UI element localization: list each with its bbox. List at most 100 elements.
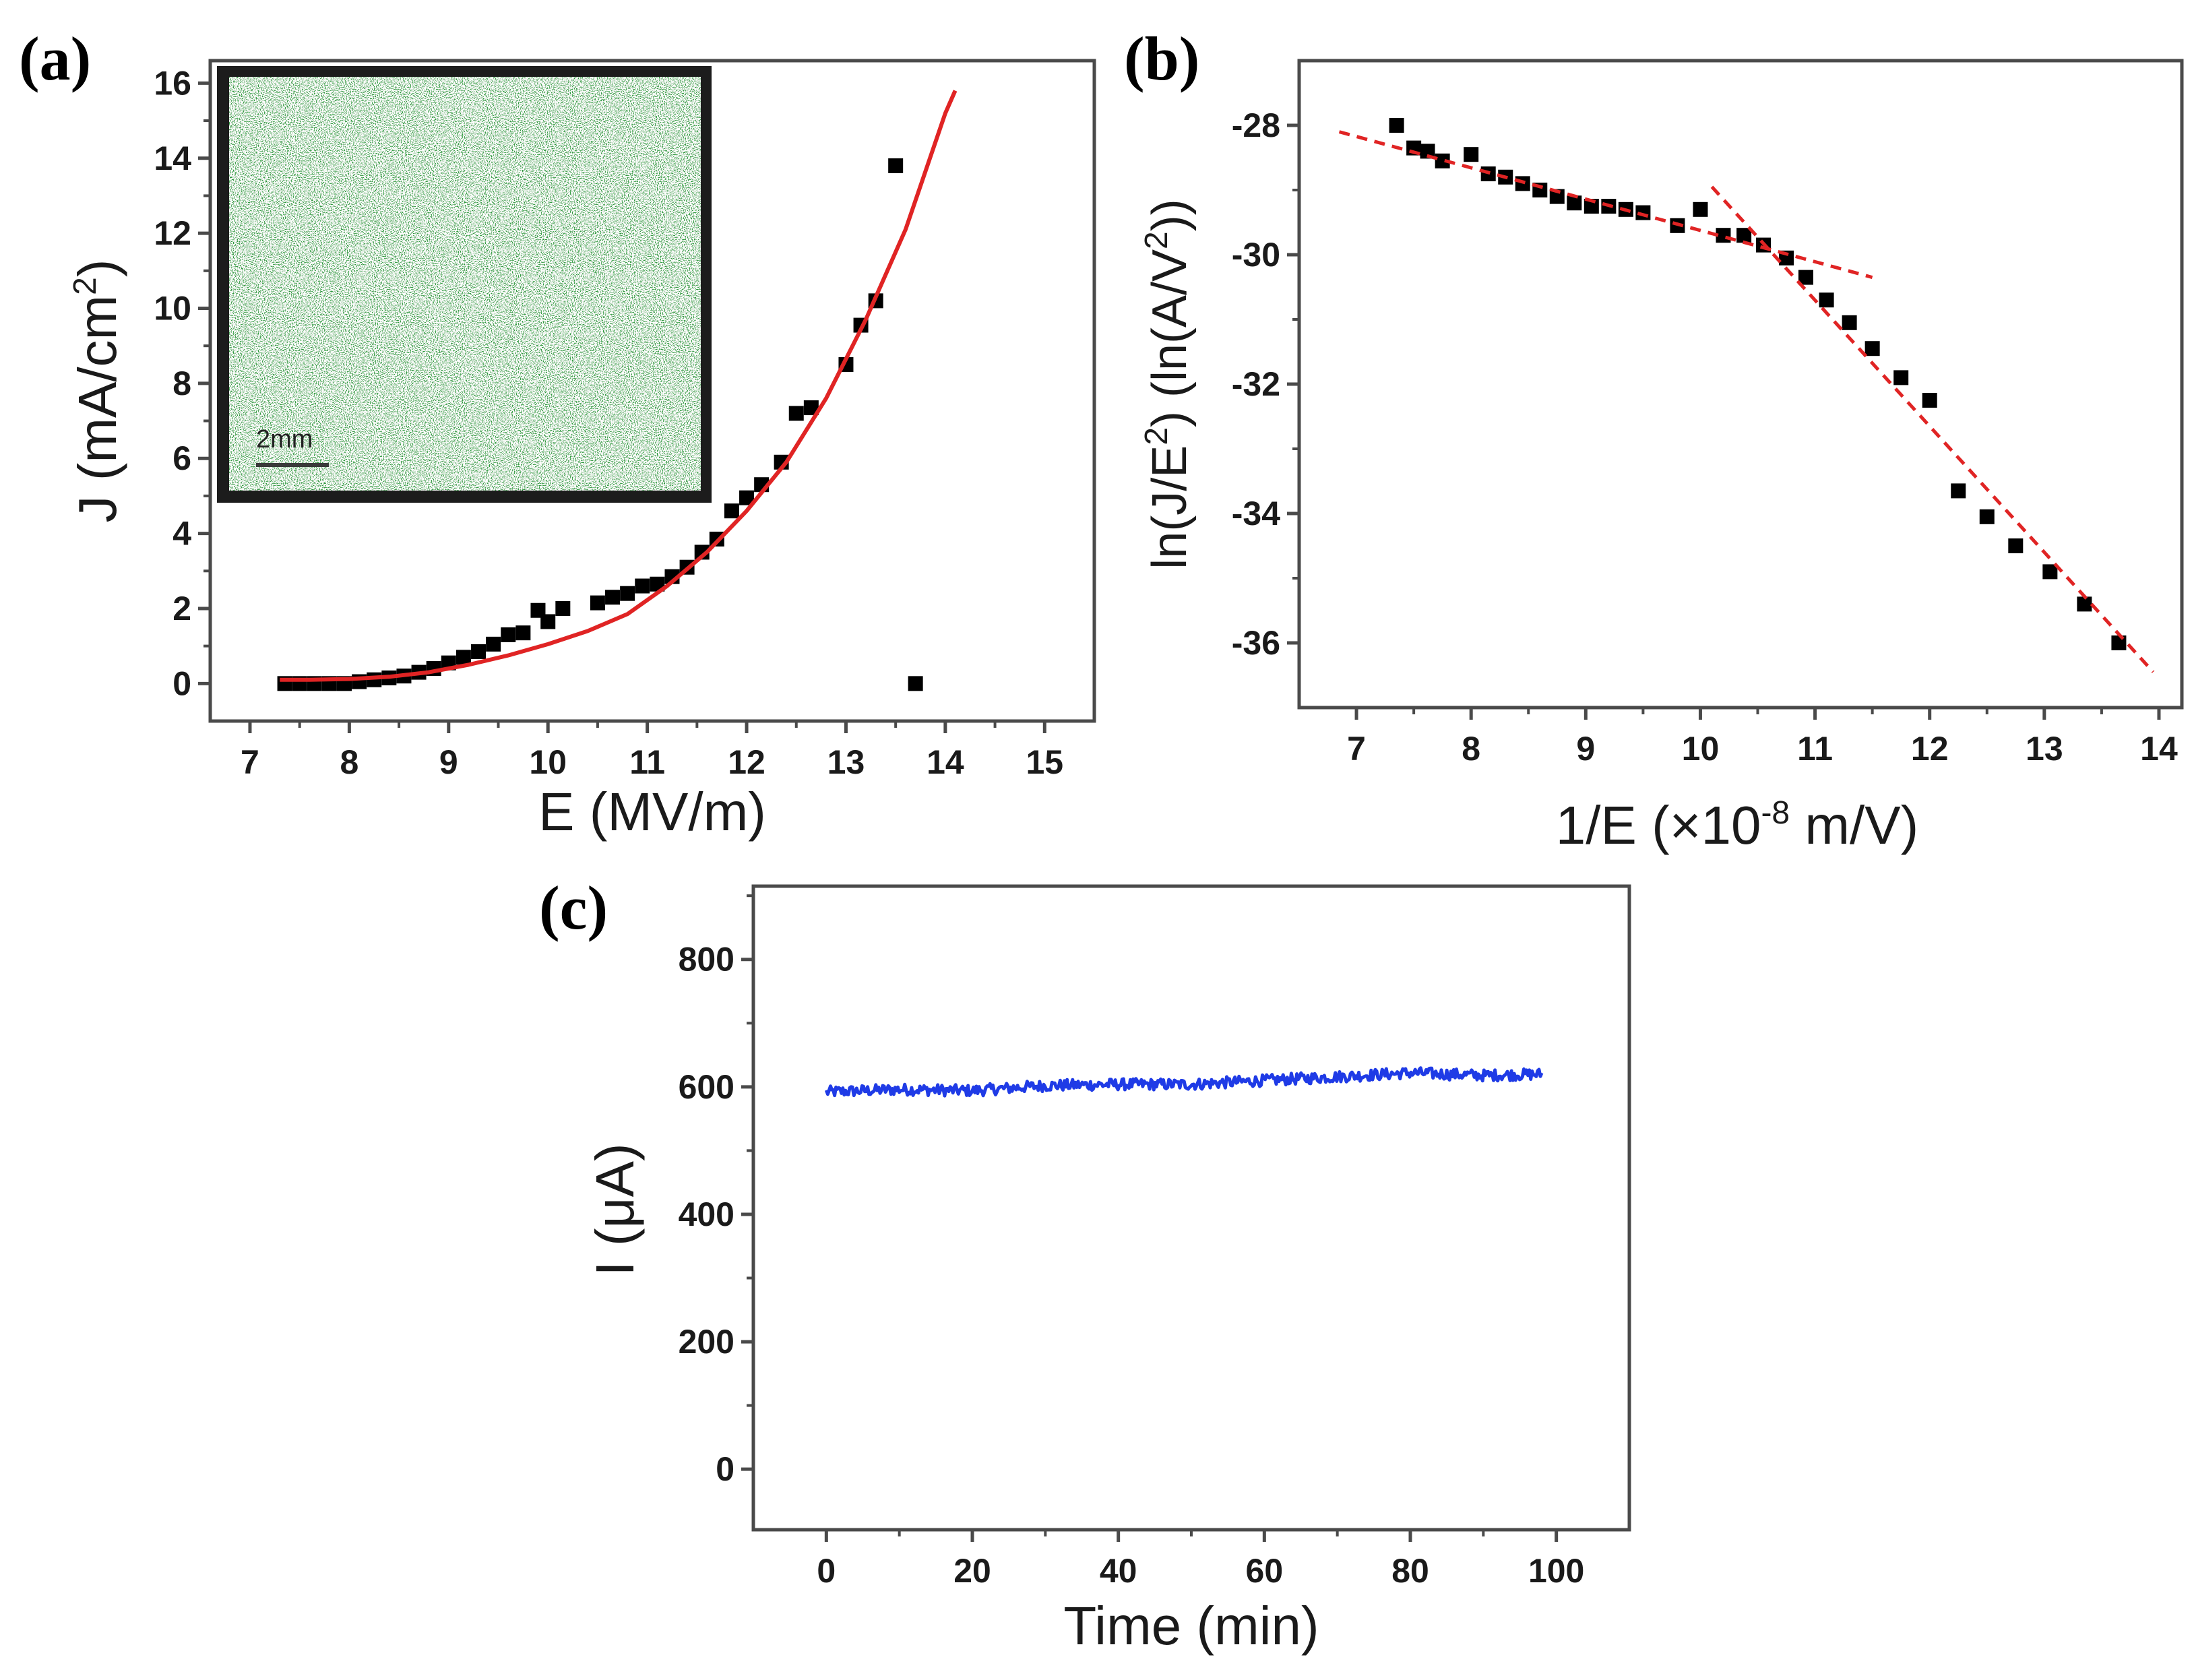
panel-c-data (824, 1066, 1544, 1098)
panel-a-inset: 2mm (217, 66, 712, 503)
panel-a-x-tick-label: 8 (340, 743, 358, 781)
panel-c-y-tick-label: 600 (679, 1068, 734, 1106)
panel-a-data-point (650, 576, 665, 592)
panel-a-y-tick-label: 0 (173, 664, 191, 702)
panel-b-data-point (1464, 147, 1479, 162)
panel-b-data-point (1864, 341, 1880, 356)
panel-b-data-point (2042, 564, 2058, 580)
panel-a-data-point (530, 602, 546, 618)
panel-a-y-tick-label: 10 (154, 290, 191, 328)
panel-a-x-tick-label: 10 (529, 743, 567, 781)
panel-a: (a) 0 2 4 6 8 10 12 14 16 7 8 9 10 11 12 13 14 15 2mm E … (19, 24, 1096, 842)
panel-a-data-point (486, 636, 501, 652)
panel-b-data-point (1567, 195, 1582, 211)
panel-b-data-point (1951, 483, 1966, 499)
panel-b-data-point (1693, 201, 1708, 217)
panel-b-y-tick-label: -36 (1232, 624, 1280, 662)
panel-c-current-line (824, 1066, 1544, 1098)
panel-c: (c) 0 200 400 600 800 0 20 40 60 80 100 Time (min… (539, 873, 1631, 1656)
panel-c-y-tick-label: 800 (679, 941, 734, 978)
panel-a-data-point (515, 625, 531, 641)
panel-b-fit-high-field-line (1710, 185, 2155, 673)
panel-a-y-tick-label: 8 (173, 365, 191, 402)
panel-a-x-tick-label: 12 (728, 743, 765, 781)
panel-a-fit-line (280, 90, 958, 682)
panel-c-x-ticks: 0 20 40 60 80 100 (817, 1530, 1584, 1590)
panel-a-label: (a) (19, 24, 91, 93)
panel-b-x-axis-title-sup: -8 (1761, 795, 1790, 831)
panel-c-x-tick-label: 0 (817, 1552, 836, 1590)
panel-c-y-tick-label: 200 (679, 1323, 734, 1361)
panel-c-x-tick-label: 80 (1391, 1552, 1429, 1590)
panel-b-data-point (2008, 538, 2024, 553)
panel-a-data-point (635, 578, 650, 594)
panel-a-data-point (501, 627, 516, 642)
panel-b-x-ticks: 7 8 9 10 11 12 13 14 (1347, 708, 2178, 768)
panel-a-x-ticks: 7 8 9 10 11 12 13 14 15 (241, 721, 1063, 781)
panel-b-y-axis-title-p1: ln(J/E (1143, 445, 1197, 569)
panel-b-y-axis-title-sup1: 2 (1139, 427, 1174, 445)
panel-a-y-axis-title-end: ) (67, 259, 127, 277)
panel-c-y-tick-label: 400 (679, 1195, 734, 1233)
panel-a-y-axis-title-sup: 2 (67, 277, 103, 295)
panel-b-data-point (1979, 509, 1995, 524)
panel-b-x-axis-title-main: 1/E (×10 (1556, 795, 1761, 855)
panel-c-y-ticks: 0 200 400 600 800 (679, 894, 753, 1488)
panel-b-data-point (1842, 315, 1857, 330)
panel-b-y-tick-label: -30 (1232, 236, 1280, 274)
panel-b-x-axis-title-end: m/V) (1790, 795, 1918, 855)
panel-a-data-point (788, 406, 804, 421)
panel-b-y-axis-title-p2: ) (ln(A/V (1143, 249, 1197, 427)
panel-b-data-point (1389, 118, 1404, 133)
panel-a-data-point (620, 586, 635, 601)
panel-b-y-tick-label: -34 (1232, 495, 1280, 532)
panel-c-x-tick-label: 60 (1246, 1552, 1284, 1590)
panel-b-x-tick-label: 10 (1682, 730, 1720, 768)
panel-b-data-point (1819, 292, 1834, 308)
panel-a-data-point (908, 676, 923, 691)
panel-a-data-point (555, 600, 571, 616)
panel-a-y-axis-title: J (mA/cm2) (67, 259, 127, 522)
panel-a-data (277, 90, 958, 691)
panel-a-data-point (724, 503, 739, 519)
inset-image (229, 77, 701, 491)
panel-a-y-tick-label: 2 (173, 590, 191, 627)
panel-b-y-tick-label: -32 (1232, 365, 1280, 403)
panel-a-data-point (471, 644, 487, 659)
panel-b-label: (b) (1124, 24, 1199, 93)
panel-b-x-tick-label: 7 (1347, 730, 1366, 768)
panel-a-data-point (590, 595, 605, 611)
panel-b-x-tick-label: 13 (2026, 730, 2063, 768)
panel-b-x-tick-label: 12 (1911, 730, 1949, 768)
panel-c-y-axis-title: I (μA) (585, 1143, 645, 1276)
panel-b-data-point (1922, 393, 1937, 408)
panel-a-y-ticks: 0 2 4 6 8 10 12 14 16 (154, 64, 210, 702)
inset-scale-label: 2mm (256, 425, 313, 454)
panel-c-label: (c) (539, 873, 608, 942)
panel-a-x-tick-label: 15 (1026, 743, 1063, 781)
panel-a-data-point (803, 400, 819, 416)
panel-b-fit-low-field-line (1338, 130, 1873, 280)
panel-b-x-tick-label: 14 (2140, 730, 2178, 768)
panel-a-data-point (739, 490, 755, 505)
panel-c-x-axis-title: Time (min) (1063, 1596, 1319, 1656)
panel-b-data-point (1736, 228, 1752, 243)
panel-a-data-point (605, 590, 621, 605)
panel-b-y-axis-title-sup2: 2 (1139, 231, 1174, 249)
panel-a-y-tick-label: 4 (173, 515, 191, 553)
panel-a-y-tick-label: 16 (154, 64, 191, 102)
panel-a-x-tick-label: 14 (927, 743, 964, 781)
panel-a-data-point (540, 614, 556, 629)
panel-b-x-tick-label: 11 (1797, 730, 1833, 768)
panel-b-y-axis-title-p3: )) (1143, 199, 1197, 231)
panel-b-x-axis-title: 1/E (×10-8 m/V) (1556, 795, 1918, 855)
panel-b: (b) -28 -30 -32 -34 -36 7 8 9 10 11 12 13 14 1/E (×… (1124, 24, 2184, 855)
panel-c-y-tick-label: 0 (716, 1450, 734, 1488)
panel-b-data-point (1549, 189, 1565, 204)
panel-a-x-tick-label: 9 (439, 743, 458, 781)
panel-b-data-point (2077, 596, 2092, 612)
panel-a-plot-frame (208, 59, 1096, 723)
panel-a-x-tick-label: 7 (241, 743, 259, 781)
panel-c-x-tick-label: 40 (1100, 1552, 1137, 1590)
panel-a-x-tick-label: 13 (827, 743, 865, 781)
